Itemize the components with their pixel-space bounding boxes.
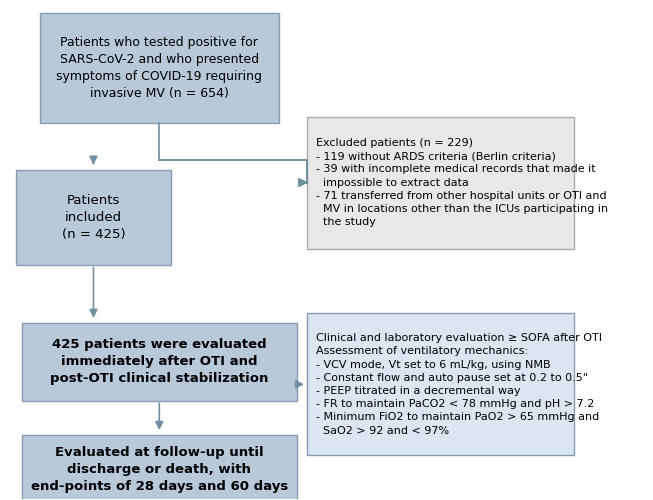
Text: Patients who tested positive for
SARS-CoV-2 and who presented
symptoms of COVID-: Patients who tested positive for SARS-Co… xyxy=(56,36,263,100)
FancyBboxPatch shape xyxy=(16,170,171,264)
Text: Patients
included
(n = 425): Patients included (n = 425) xyxy=(61,194,125,241)
FancyBboxPatch shape xyxy=(22,324,297,400)
Text: Clinical and laboratory evaluation ≥ SOFA after OTI
Assessment of ventilatory me: Clinical and laboratory evaluation ≥ SOF… xyxy=(317,333,603,436)
FancyBboxPatch shape xyxy=(308,116,574,248)
FancyBboxPatch shape xyxy=(40,13,279,123)
Text: Evaluated at follow-up until
discharge or death, with
end-points of 28 days and : Evaluated at follow-up until discharge o… xyxy=(31,446,288,492)
FancyBboxPatch shape xyxy=(22,436,297,500)
Text: Excluded patients (n = 229)
- 119 without ARDS criteria (Berlin criteria)
- 39 w: Excluded patients (n = 229) - 119 withou… xyxy=(317,138,609,227)
FancyBboxPatch shape xyxy=(308,314,574,456)
Text: 425 patients were evaluated
immediately after OTI and
post-OTI clinical stabiliz: 425 patients were evaluated immediately … xyxy=(50,338,268,386)
